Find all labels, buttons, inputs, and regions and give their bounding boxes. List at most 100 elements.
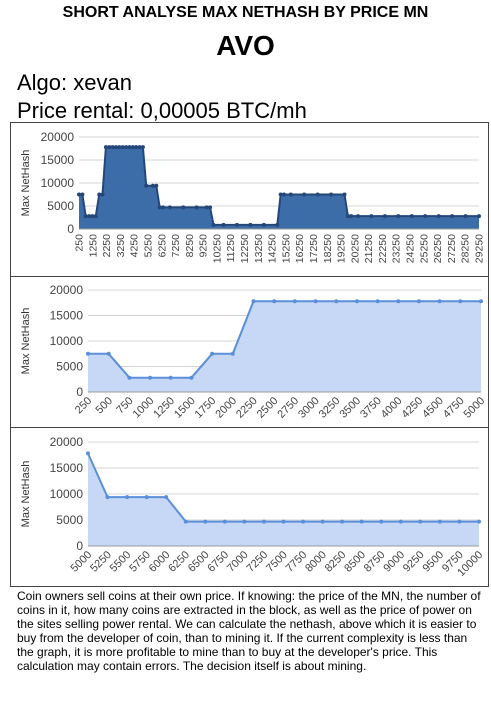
x-tick-label: 8000 (303, 549, 329, 575)
price-rental-label: Price rental: 0,00005 BTC/mh (17, 98, 307, 123)
data-point (148, 375, 153, 380)
data-point (125, 495, 130, 500)
data-point (114, 145, 118, 150)
series-line (88, 300, 481, 379)
x-tick-label: 8250 (184, 234, 196, 258)
data-point (221, 222, 226, 227)
coin-name: AVO (216, 30, 275, 61)
data-point (194, 205, 199, 210)
x-tick-label: 7500 (264, 549, 290, 575)
series-area (88, 301, 481, 392)
y-tick-label: 0 (76, 385, 83, 399)
data-point (90, 214, 95, 219)
data-point (106, 351, 111, 356)
data-point (354, 299, 359, 304)
data-point (130, 145, 135, 150)
y-tick-label: 15000 (50, 309, 84, 323)
x-tick-label: 3000 (296, 395, 322, 421)
data-point (137, 145, 142, 150)
x-tick-label: 18250 (322, 234, 334, 263)
x-tick-label: 3250 (317, 395, 343, 421)
data-point (436, 214, 441, 219)
y-tick-label: 0 (76, 539, 83, 553)
x-tick-label: 21250 (363, 234, 375, 263)
data-point (110, 145, 115, 150)
y-tick-label: 10000 (50, 334, 84, 348)
data-point (87, 214, 92, 219)
data-point (457, 519, 462, 524)
data-point (100, 192, 105, 197)
x-tick-label: 6750 (205, 549, 231, 575)
y-tick-label: 5000 (47, 199, 74, 213)
data-point (278, 192, 283, 197)
data-point (437, 299, 442, 304)
data-point (120, 145, 125, 150)
data-point (107, 145, 112, 150)
x-tick-label: 2750 (275, 395, 301, 421)
x-tick-label: 23250 (391, 234, 403, 263)
x-tick-label: 1250 (87, 234, 99, 258)
x-tick-label: 7250 (245, 549, 271, 575)
data-point (144, 495, 149, 500)
x-tick-label: 8750 (362, 549, 388, 575)
data-point (248, 222, 253, 227)
data-point (396, 214, 401, 219)
data-point (282, 192, 286, 197)
data-point (181, 205, 186, 210)
x-tick-label: 9500 (420, 549, 446, 575)
data-point (275, 222, 280, 227)
data-point (83, 214, 88, 219)
data-point (103, 145, 108, 150)
data-point (416, 299, 421, 304)
x-tick-label: 12250 (239, 234, 251, 263)
data-point (222, 519, 227, 524)
data-point (458, 299, 463, 304)
data-point (479, 299, 483, 304)
y-tick-label: 15000 (41, 153, 75, 167)
x-tick-label: 24250 (405, 234, 417, 263)
x-tick-label: 7750 (284, 549, 310, 575)
x-tick-label: 2250 (234, 395, 260, 421)
data-point (211, 222, 216, 227)
y-tick-label: 20000 (50, 435, 84, 449)
data-point (168, 375, 173, 380)
x-tick-label: 9250 (198, 234, 210, 258)
data-point (262, 519, 266, 524)
data-point (302, 192, 307, 197)
data-point (450, 214, 455, 219)
data-point (164, 495, 169, 500)
data-point (477, 519, 481, 524)
data-point (349, 214, 354, 219)
x-tick-label: 20250 (349, 234, 361, 263)
y-tick-label: 10000 (50, 487, 84, 501)
data-point (423, 214, 428, 219)
x-tick-label: 17250 (308, 234, 320, 263)
y-axis-label: Max NetHash (20, 461, 32, 528)
page-title: SHORT ANALYSE MAX NETHASH BY PRICE MN (62, 4, 429, 21)
x-tick-label: 4250 (400, 395, 426, 421)
data-point (313, 299, 318, 304)
data-point (463, 214, 468, 219)
series-area (79, 147, 479, 229)
data-point (235, 222, 239, 227)
data-point (144, 183, 149, 188)
y-tick-label: 5000 (56, 513, 83, 527)
x-tick-label: 5250 (142, 234, 154, 258)
data-point (183, 519, 188, 524)
data-point (379, 519, 384, 524)
y-tick-label: 20000 (50, 283, 84, 297)
x-tick-label: 2250 (101, 234, 113, 258)
data-point (124, 145, 129, 150)
x-tick-label: 16250 (294, 234, 306, 263)
y-tick-label: 0 (67, 222, 74, 236)
x-tick-label: 10250 (211, 234, 223, 263)
data-point (150, 183, 155, 188)
data-point (77, 192, 81, 197)
data-point (409, 214, 414, 219)
x-tick-label: 4000 (379, 395, 405, 421)
data-point (334, 299, 339, 304)
x-tick-label: 3500 (337, 395, 363, 421)
x-tick-label: 7250 (170, 234, 182, 258)
x-tick-label: 5250 (88, 549, 114, 575)
